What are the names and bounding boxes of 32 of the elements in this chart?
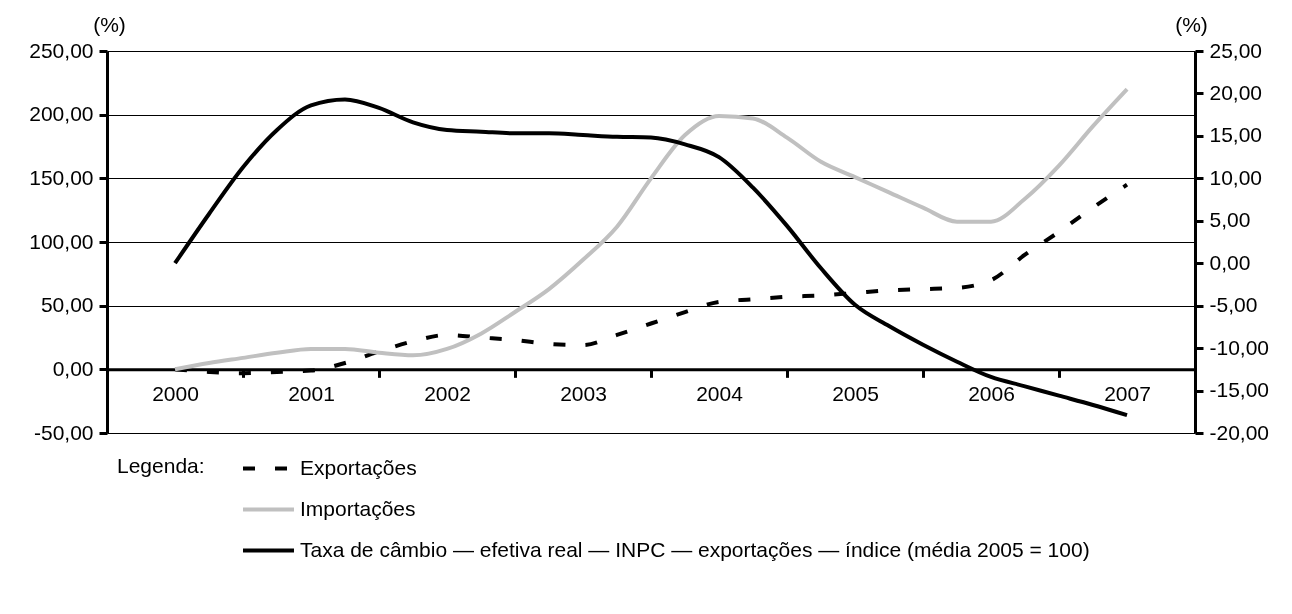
y-tick-label: 250,00 [29,38,94,62]
legend-label: Exportações [300,455,417,479]
y2-tick-label: 5,00 [1209,208,1251,232]
legend-label: Importações [300,496,416,520]
y-tick-label: 0,00 [52,356,94,380]
y2-tick-label: -20,00 [1209,420,1270,444]
y2-tick-label: 10,00 [1209,165,1263,189]
y2-tick-label: -15,00 [1209,378,1270,402]
y2-tick-label: -5,00 [1209,293,1258,317]
y2-tick-label: 25,00 [1209,38,1263,62]
x-tick-label: 2007 [1104,381,1151,405]
x-tick-label: 2004 [696,381,744,405]
legend-title: Legenda: [117,454,205,477]
y-tick-label: 50,00 [40,293,94,317]
x-tick-label: 2003 [560,381,607,405]
x-tick-label: 2005 [832,381,879,405]
y-tick-label: 150,00 [29,165,94,189]
y-axis-title: (%) [93,12,126,36]
y2-tick-label: -10,00 [1209,335,1270,359]
y2-tick-label: 0,00 [1209,250,1251,274]
line-series [173,87,1129,372]
y2-tick-label: 20,00 [1209,80,1263,104]
x-tick-label: 2001 [288,381,335,405]
x-tick-label: 2006 [968,381,1015,405]
y-tick-label: 100,00 [29,229,94,253]
legend-label: Taxa de câmbio — efetiva real — INPC — exportações — índice (média 2005 = 100) [300,537,1090,561]
x-tick-label: 2000 [152,381,199,405]
y-tick-label: -50,00 [33,420,94,444]
y2-tick-label: 15,00 [1209,123,1263,147]
y-tick-label: 200,00 [29,102,94,126]
x-tick-label: 2002 [424,381,471,405]
y2-axis-title: (%) [1175,12,1208,36]
